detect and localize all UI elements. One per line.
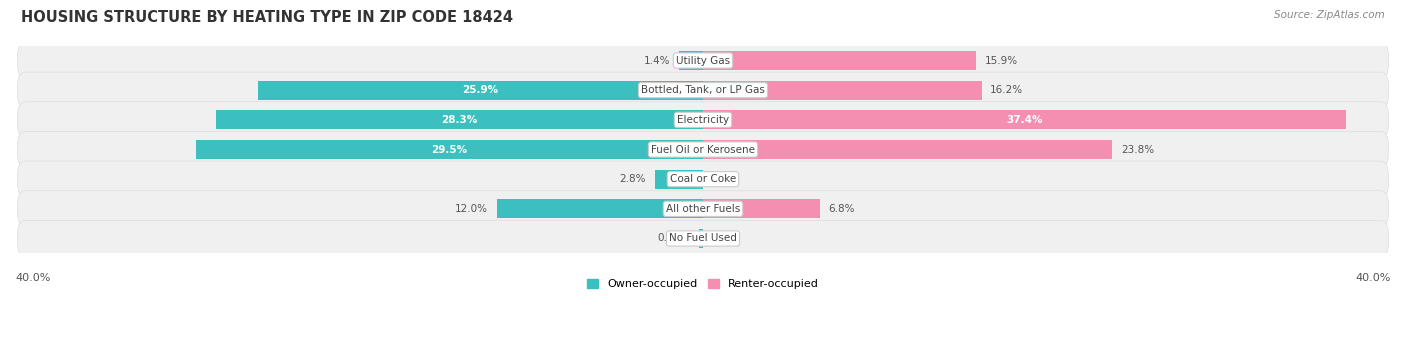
FancyBboxPatch shape — [18, 72, 1388, 108]
Text: 15.9%: 15.9% — [986, 56, 1018, 65]
Text: Utility Gas: Utility Gas — [676, 56, 730, 65]
Bar — [703, 110, 1347, 130]
Text: 37.4%: 37.4% — [1007, 115, 1043, 125]
Bar — [703, 51, 977, 70]
Bar — [195, 140, 703, 159]
Text: 6.8%: 6.8% — [828, 204, 855, 214]
Text: 0.23%: 0.23% — [658, 234, 690, 243]
Text: 40.0%: 40.0% — [15, 272, 51, 283]
Text: 1.4%: 1.4% — [644, 56, 671, 65]
Text: 0.0%: 0.0% — [711, 234, 738, 243]
Text: 23.8%: 23.8% — [1121, 145, 1154, 154]
Text: 2.8%: 2.8% — [620, 174, 647, 184]
Bar — [217, 110, 703, 130]
Text: Bottled, Tank, or LP Gas: Bottled, Tank, or LP Gas — [641, 85, 765, 95]
Text: 16.2%: 16.2% — [990, 85, 1024, 95]
FancyBboxPatch shape — [18, 220, 1388, 256]
FancyBboxPatch shape — [18, 191, 1388, 227]
Text: 0.0%: 0.0% — [711, 174, 738, 184]
Bar — [699, 229, 703, 248]
FancyBboxPatch shape — [18, 131, 1388, 168]
Bar — [257, 80, 703, 100]
Text: 40.0%: 40.0% — [1355, 272, 1391, 283]
Text: HOUSING STRUCTURE BY HEATING TYPE IN ZIP CODE 18424: HOUSING STRUCTURE BY HEATING TYPE IN ZIP… — [21, 10, 513, 25]
FancyBboxPatch shape — [18, 42, 1388, 79]
FancyBboxPatch shape — [18, 161, 1388, 197]
Bar — [703, 140, 1112, 159]
Bar — [655, 169, 703, 189]
FancyBboxPatch shape — [18, 102, 1388, 138]
Text: Coal or Coke: Coal or Coke — [669, 174, 737, 184]
Text: 29.5%: 29.5% — [432, 145, 467, 154]
Bar — [703, 199, 820, 219]
Text: Fuel Oil or Kerosene: Fuel Oil or Kerosene — [651, 145, 755, 154]
Legend: Owner-occupied, Renter-occupied: Owner-occupied, Renter-occupied — [582, 274, 824, 294]
Text: All other Fuels: All other Fuels — [666, 204, 740, 214]
Text: 12.0%: 12.0% — [456, 204, 488, 214]
Text: 25.9%: 25.9% — [463, 85, 498, 95]
Text: No Fuel Used: No Fuel Used — [669, 234, 737, 243]
Text: Electricity: Electricity — [676, 115, 730, 125]
Text: Source: ZipAtlas.com: Source: ZipAtlas.com — [1274, 10, 1385, 20]
Text: 28.3%: 28.3% — [441, 115, 478, 125]
Bar — [496, 199, 703, 219]
Bar — [679, 51, 703, 70]
Bar — [703, 80, 981, 100]
